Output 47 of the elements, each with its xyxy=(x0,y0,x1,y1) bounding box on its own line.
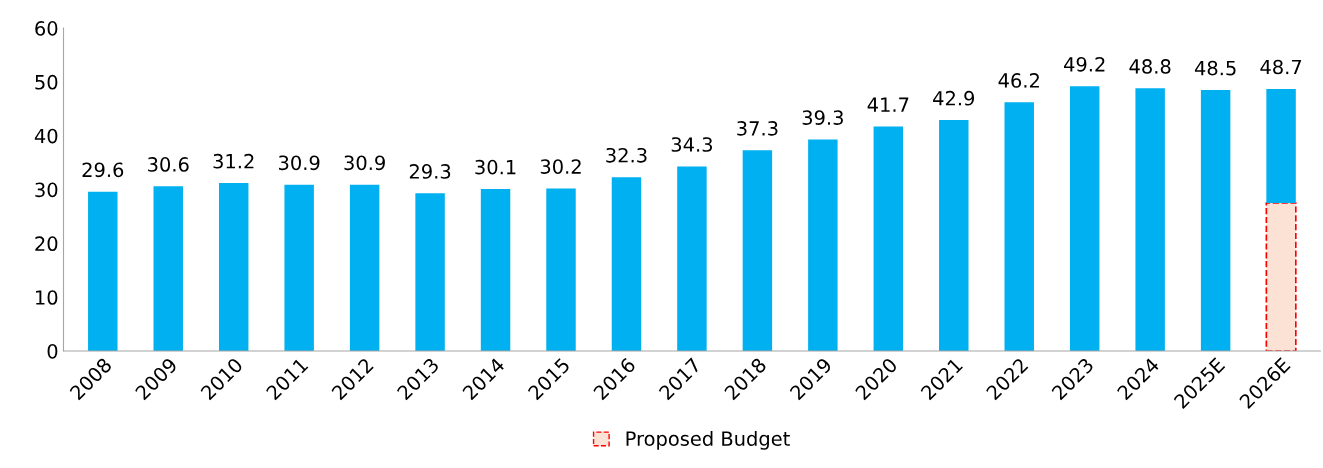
legend-label: Proposed Budget xyxy=(626,430,790,450)
total-label: 48.5 xyxy=(1194,60,1236,76)
total-label: 48.7 xyxy=(1260,59,1302,75)
bar xyxy=(677,166,707,351)
total-label: 46.2 xyxy=(998,73,1039,88)
bar xyxy=(1265,202,1297,351)
total-label: 30.2 xyxy=(540,159,581,174)
bar xyxy=(808,139,838,351)
bar xyxy=(218,183,249,351)
bar xyxy=(742,150,773,351)
y-tick-label: 20 xyxy=(35,236,58,252)
total-label: 48.8 xyxy=(1129,59,1171,74)
total-label: 37.3 xyxy=(737,121,778,136)
bar xyxy=(415,193,445,351)
bar xyxy=(1135,88,1165,351)
bar xyxy=(1200,89,1231,351)
bar xyxy=(873,126,904,351)
total-label: 30.6 xyxy=(148,157,189,172)
total-label: 39.3 xyxy=(802,110,843,125)
total-label: 34.3 xyxy=(671,137,713,152)
total-label: 29.6 xyxy=(82,162,124,178)
bar xyxy=(611,177,642,351)
bar xyxy=(284,184,314,351)
bar xyxy=(1069,86,1100,351)
y-tick-label: 10 xyxy=(36,290,58,305)
bar xyxy=(1266,88,1296,203)
bar xyxy=(480,189,511,351)
bar xyxy=(88,191,118,351)
y-tick-label: 50 xyxy=(35,74,58,90)
y-tick-label: 40 xyxy=(34,128,58,144)
y-tick-label: 30 xyxy=(35,182,58,198)
bar xyxy=(1004,102,1034,351)
total-label: 30.1 xyxy=(475,159,516,175)
bar xyxy=(546,188,576,351)
bar xyxy=(939,120,969,351)
total-label: 31.2 xyxy=(213,153,254,169)
total-label: 30.9 xyxy=(279,155,320,171)
total-label: 41.7 xyxy=(867,97,909,112)
total-label: 32.3 xyxy=(606,147,647,163)
total-label: 42.9 xyxy=(933,90,975,106)
total-label: 30.9 xyxy=(344,155,385,171)
y-tick-label: 0 xyxy=(47,343,58,359)
y-tick-label: 60 xyxy=(35,21,58,36)
total-label: 29.3 xyxy=(409,164,451,179)
bar xyxy=(349,184,380,351)
bar xyxy=(153,186,183,351)
total-label: 49.2 xyxy=(1064,56,1105,72)
